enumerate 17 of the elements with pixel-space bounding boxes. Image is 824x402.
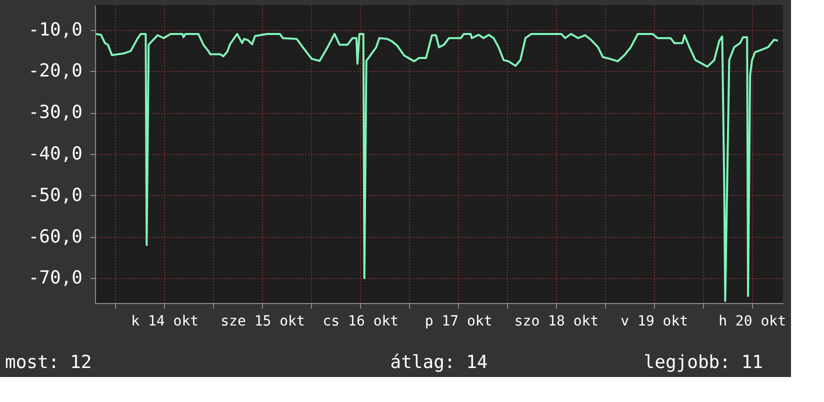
y-tick-label: -10,0 xyxy=(28,19,82,40)
text: legjobb: 11 xyxy=(644,352,763,373)
x-tick-label: sze 15 okt xyxy=(220,314,305,330)
x-tick-label: szo 18 okt xyxy=(514,314,599,330)
x-tick-label: h 20 okt xyxy=(718,314,786,330)
y-tick-label: -30,0 xyxy=(28,102,82,124)
y-tick-label: -60,0 xyxy=(28,226,82,248)
y-tick-label: -40,0 xyxy=(28,144,82,164)
text: átlag: 14 xyxy=(390,352,488,373)
text: most: 12 xyxy=(5,352,92,373)
x-tick-label: v 19 okt xyxy=(620,314,688,330)
x-tick-label: p 17 okt xyxy=(424,314,492,330)
x-tick-label: k 14 okt xyxy=(131,314,199,330)
y-tick-label: -70,0 xyxy=(28,268,82,289)
x-tick-label: cs 16 okt xyxy=(322,314,399,330)
y-tick-label: -20,0 xyxy=(28,60,82,82)
y-tick-label: -50,0 xyxy=(28,184,82,206)
